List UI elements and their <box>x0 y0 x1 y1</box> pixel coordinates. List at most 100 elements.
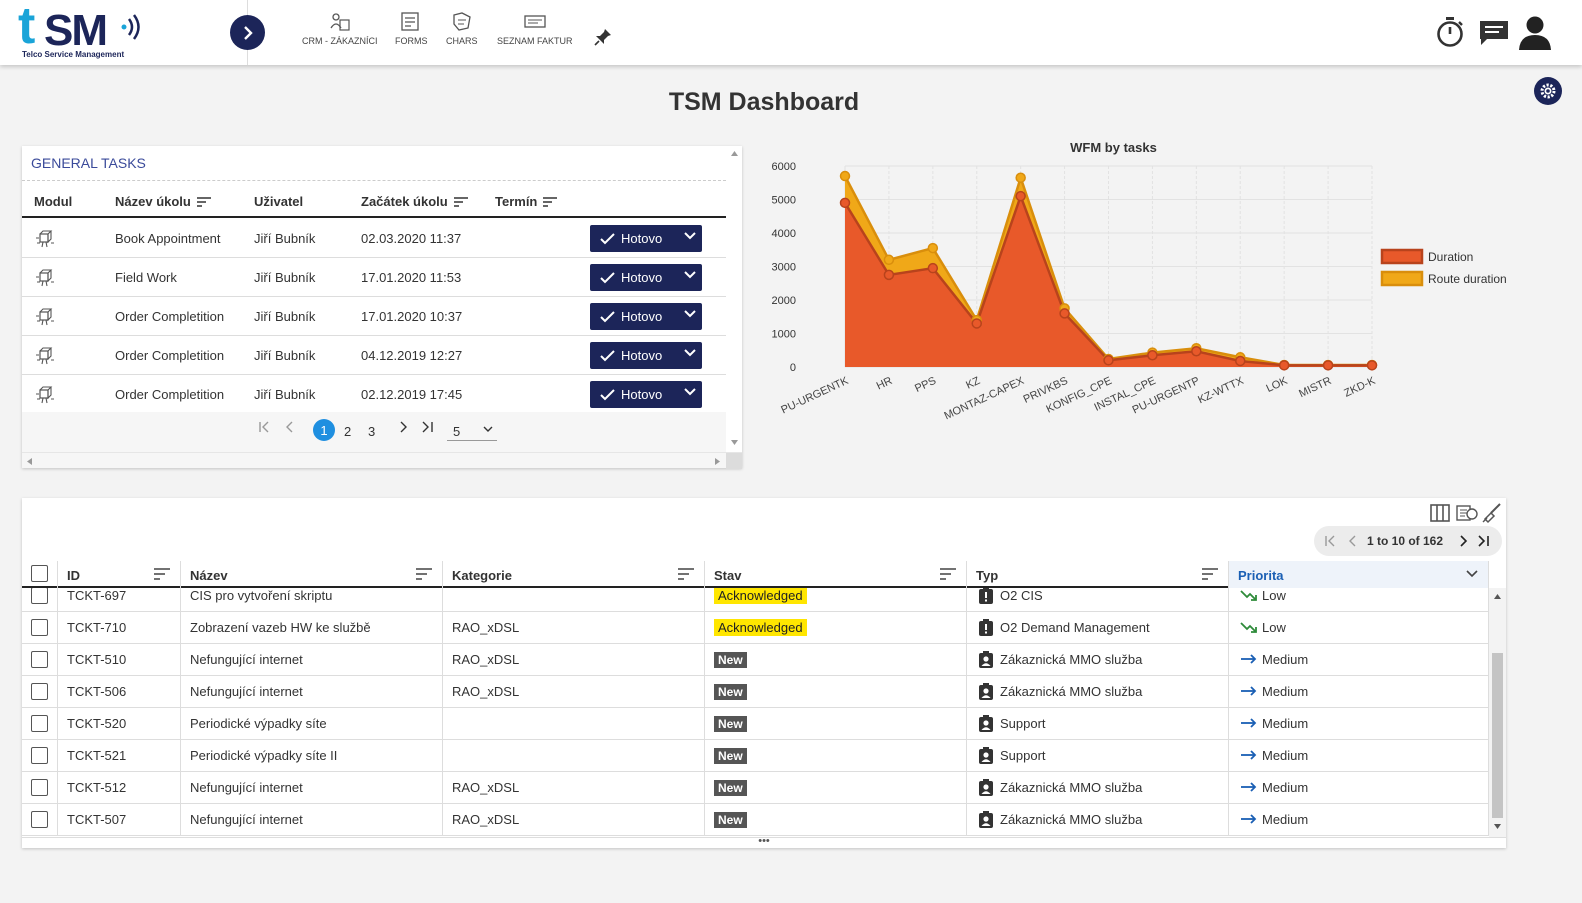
scroll-up-icon[interactable] <box>731 151 738 156</box>
nav-invoice-list[interactable]: SEZNAM FAKTUR <box>497 12 573 46</box>
task-row[interactable]: Book Appointment Jiří Bubník 02.03.2020 11… <box>22 219 726 258</box>
select-all-checkbox[interactable] <box>31 565 48 582</box>
column-header-user[interactable]: Uživatel <box>254 194 304 209</box>
task-row[interactable]: Order Completition Jiří Bubník 02.12.2019 … <box>22 375 726 414</box>
vertical-scrollbar[interactable] <box>1489 588 1506 837</box>
row-checkbox[interactable] <box>31 811 48 828</box>
chevron-down-icon[interactable] <box>684 271 696 279</box>
row-checkbox[interactable] <box>31 588 48 604</box>
column-header-nazev[interactable]: Název <box>181 561 443 588</box>
table-row[interactable]: TCKT-521 Periodické výpadky síte II New Sup… <box>22 740 1489 772</box>
row-checkbox[interactable] <box>31 683 48 700</box>
scroll-left-icon[interactable] <box>27 458 32 465</box>
chevron-right-icon <box>400 421 407 433</box>
table-row[interactable]: TCKT-697 CIS pro vytvoření skriptu Acknowl… <box>22 588 1489 612</box>
chevron-down-icon[interactable] <box>684 349 696 357</box>
horizontal-scrollbar[interactable] <box>22 452 742 469</box>
chevron-down-icon[interactable] <box>684 310 696 318</box>
scroll-right-icon[interactable] <box>715 458 720 465</box>
nav-chars[interactable]: CHARS <box>446 12 478 46</box>
page-button-2[interactable]: 2 <box>344 424 352 439</box>
chevron-right-icon[interactable] <box>1457 535 1469 547</box>
chevron-down-icon[interactable] <box>1466 570 1478 578</box>
column-header-priorita[interactable]: Priorita <box>1229 561 1489 588</box>
grid-resize-handle[interactable]: ••• <box>22 836 1506 848</box>
row-checkbox[interactable] <box>31 779 48 796</box>
first-page-button[interactable] <box>258 421 270 436</box>
table-row[interactable]: TCKT-520 Periodické výpadky síte New Suppor… <box>22 708 1489 740</box>
table-row[interactable]: TCKT-512 Nefungující internet RAO_xDSL New Z… <box>22 772 1489 804</box>
hotovo-button[interactable]: Hotovo <box>590 225 702 252</box>
page-button-1[interactable]: 1 <box>313 419 335 441</box>
ticket-id[interactable]: TCKT-697 <box>67 588 127 603</box>
previous-page-button[interactable] <box>284 421 296 436</box>
scroll-up-icon[interactable] <box>1494 594 1501 599</box>
sort-icon[interactable] <box>1202 568 1218 580</box>
last-page-icon[interactable] <box>1477 535 1491 547</box>
vertical-scrollbar[interactable] <box>726 146 742 452</box>
tickets-grid-header: ID Název Kategorie Stav Typ Priorita <box>22 561 1489 588</box>
row-checkbox[interactable] <box>31 715 48 732</box>
row-checkbox[interactable] <box>31 747 48 764</box>
ticket-id[interactable]: TCKT-510 <box>67 652 127 667</box>
hotovo-button[interactable]: Hotovo <box>590 264 702 291</box>
hotovo-button[interactable]: Hotovo <box>590 303 702 330</box>
sort-icon[interactable] <box>543 196 558 207</box>
column-header-typ[interactable]: Typ <box>967 561 1229 588</box>
page-size-select[interactable]: 5 <box>447 417 497 441</box>
ticket-id[interactable]: TCKT-506 <box>67 684 127 699</box>
table-row[interactable]: TCKT-510 Nefungující internet RAO_xDSL New Z… <box>22 644 1489 676</box>
sort-icon[interactable] <box>678 568 694 580</box>
task-row[interactable]: Order Completition Jiří Bubník 17.01.2020 … <box>22 297 726 336</box>
table-row[interactable]: TCKT-507 Nefungující internet RAO_xDSL New Z… <box>22 804 1489 836</box>
ticket-id[interactable]: TCKT-520 <box>67 716 127 731</box>
messages-button[interactable] <box>1478 19 1510 52</box>
sort-icon[interactable] <box>196 196 211 207</box>
column-header-modul[interactable]: Modul <box>34 194 73 209</box>
pin-button[interactable] <box>594 28 612 51</box>
tsm-logo[interactable]: t SM Telco Service Management <box>18 0 143 60</box>
sort-icon[interactable] <box>940 568 956 580</box>
expand-menu-button[interactable] <box>230 15 265 50</box>
nav-crm-customers[interactable]: CRM - ZÁKAZNÍCI <box>302 12 378 46</box>
ticket-id[interactable]: TCKT-710 <box>67 620 127 635</box>
hotovo-button[interactable]: Hotovo <box>590 381 702 408</box>
export-button[interactable] <box>1455 502 1479 529</box>
row-checkbox[interactable] <box>31 619 48 636</box>
scrollbar-thumb[interactable] <box>1492 653 1503 818</box>
sort-icon[interactable] <box>154 568 170 580</box>
column-header-id[interactable]: ID <box>58 561 181 588</box>
column-header-stav[interactable]: Stav <box>705 561 967 588</box>
ticket-id[interactable]: TCKT-521 <box>67 748 127 763</box>
first-page-icon[interactable] <box>1324 535 1336 547</box>
columns-button[interactable] <box>1429 502 1451 529</box>
sort-icon[interactable] <box>453 196 468 207</box>
column-header-task-name[interactable]: Název úkolu <box>115 194 211 209</box>
page-button-3[interactable]: 3 <box>368 424 376 439</box>
chevron-down-icon[interactable] <box>684 388 696 396</box>
clear-filters-button[interactable] <box>1481 502 1503 529</box>
row-checkbox[interactable] <box>31 651 48 668</box>
nav-forms[interactable]: FORMS <box>395 12 428 46</box>
table-row[interactable]: TCKT-710 Zobrazení vazeb HW ke službě RAO_… <box>22 612 1489 644</box>
timer-button[interactable] <box>1435 16 1465 53</box>
column-header-due[interactable]: Termín <box>495 194 558 209</box>
table-row[interactable]: TCKT-506 Nefungující internet RAO_xDSL New Z… <box>22 676 1489 708</box>
ticket-id[interactable]: TCKT-507 <box>67 812 127 827</box>
chevron-down-icon[interactable] <box>684 232 696 240</box>
next-page-button[interactable] <box>397 421 409 436</box>
column-header-kategorie[interactable]: Kategorie <box>443 561 705 588</box>
settings-button[interactable] <box>1534 77 1562 105</box>
column-header-task-start[interactable]: Začátek úkolu <box>361 194 468 209</box>
user-profile-button[interactable] <box>1518 15 1552 56</box>
sort-icon[interactable] <box>416 568 432 580</box>
scroll-down-icon[interactable] <box>731 440 738 445</box>
task-row[interactable]: Field Work Jiří Bubník 17.01.2020 11:53 Hot… <box>22 258 726 297</box>
task-row[interactable]: Order Completition Jiří Bubník 04.12.2019 … <box>22 336 726 375</box>
chevron-left-icon[interactable] <box>1347 535 1359 547</box>
name-cell: Periodické výpadky síte <box>181 708 443 740</box>
hotovo-button[interactable]: Hotovo <box>590 342 702 369</box>
scroll-down-icon[interactable] <box>1494 824 1501 829</box>
last-page-button[interactable] <box>421 421 435 436</box>
ticket-id[interactable]: TCKT-512 <box>67 780 127 795</box>
